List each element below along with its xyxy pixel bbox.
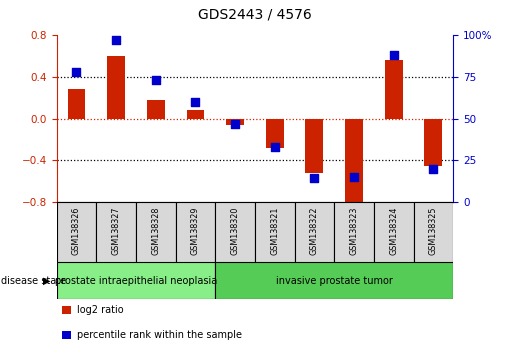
Text: ▶: ▶ [43,275,50,286]
Bar [385,61,403,119]
Text: log2 ratio: log2 ratio [77,305,124,315]
Point [350,174,358,180]
Bar [255,202,295,262]
Text: GSM138327: GSM138327 [112,207,121,255]
Bar [186,110,204,119]
Bar [57,262,215,299]
Bar [147,100,165,119]
Point [310,176,318,181]
Text: invasive prostate tumor: invasive prostate tumor [276,275,392,286]
Text: disease state: disease state [1,275,65,286]
Text: GSM138323: GSM138323 [350,207,358,255]
Bar [226,119,244,125]
Bar [107,56,125,119]
Point [72,69,80,75]
Point [191,99,199,105]
Point [429,166,437,171]
Bar [305,119,323,173]
Bar [215,262,453,299]
Bar [176,202,215,262]
Bar [96,202,136,262]
Text: GSM138322: GSM138322 [310,207,319,255]
Text: GDS2443 / 4576: GDS2443 / 4576 [198,7,312,21]
Bar [57,202,96,262]
Point [389,52,398,58]
Bar [266,119,284,148]
Bar [374,202,414,262]
Text: GSM138328: GSM138328 [151,207,160,255]
Point [271,144,279,150]
Text: prostate intraepithelial neoplasia: prostate intraepithelial neoplasia [55,275,217,286]
Bar [67,90,85,119]
Bar [295,202,334,262]
Text: GSM138324: GSM138324 [389,207,398,255]
Bar [424,119,442,166]
Point [151,78,160,83]
Text: GSM138321: GSM138321 [270,207,279,255]
Text: percentile rank within the sample: percentile rank within the sample [77,330,242,340]
Bar [334,202,374,262]
Point [231,121,239,126]
Text: GSM138320: GSM138320 [231,207,239,255]
Text: GSM138329: GSM138329 [191,207,200,255]
Bar [215,202,255,262]
Bar [136,202,176,262]
Bar [414,202,453,262]
Text: GSM138326: GSM138326 [72,207,81,255]
Point [112,38,120,43]
Text: GSM138325: GSM138325 [429,207,438,255]
Bar [345,119,363,202]
